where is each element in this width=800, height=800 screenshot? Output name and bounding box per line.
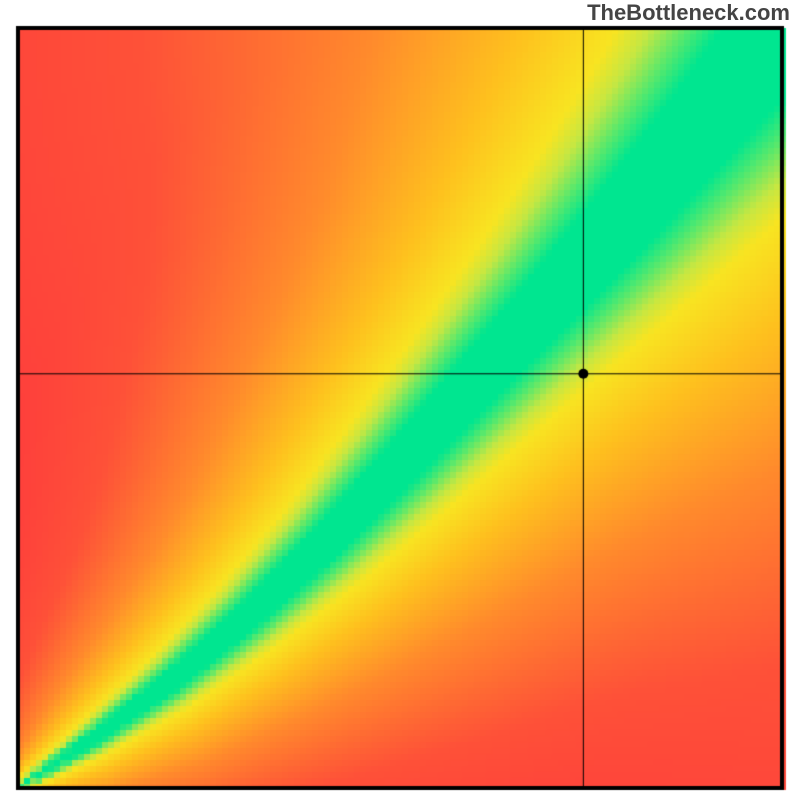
watermark-text: TheBottleneck.com [587, 0, 790, 26]
heatmap-canvas [0, 0, 800, 800]
chart-container: TheBottleneck.com [0, 0, 800, 800]
